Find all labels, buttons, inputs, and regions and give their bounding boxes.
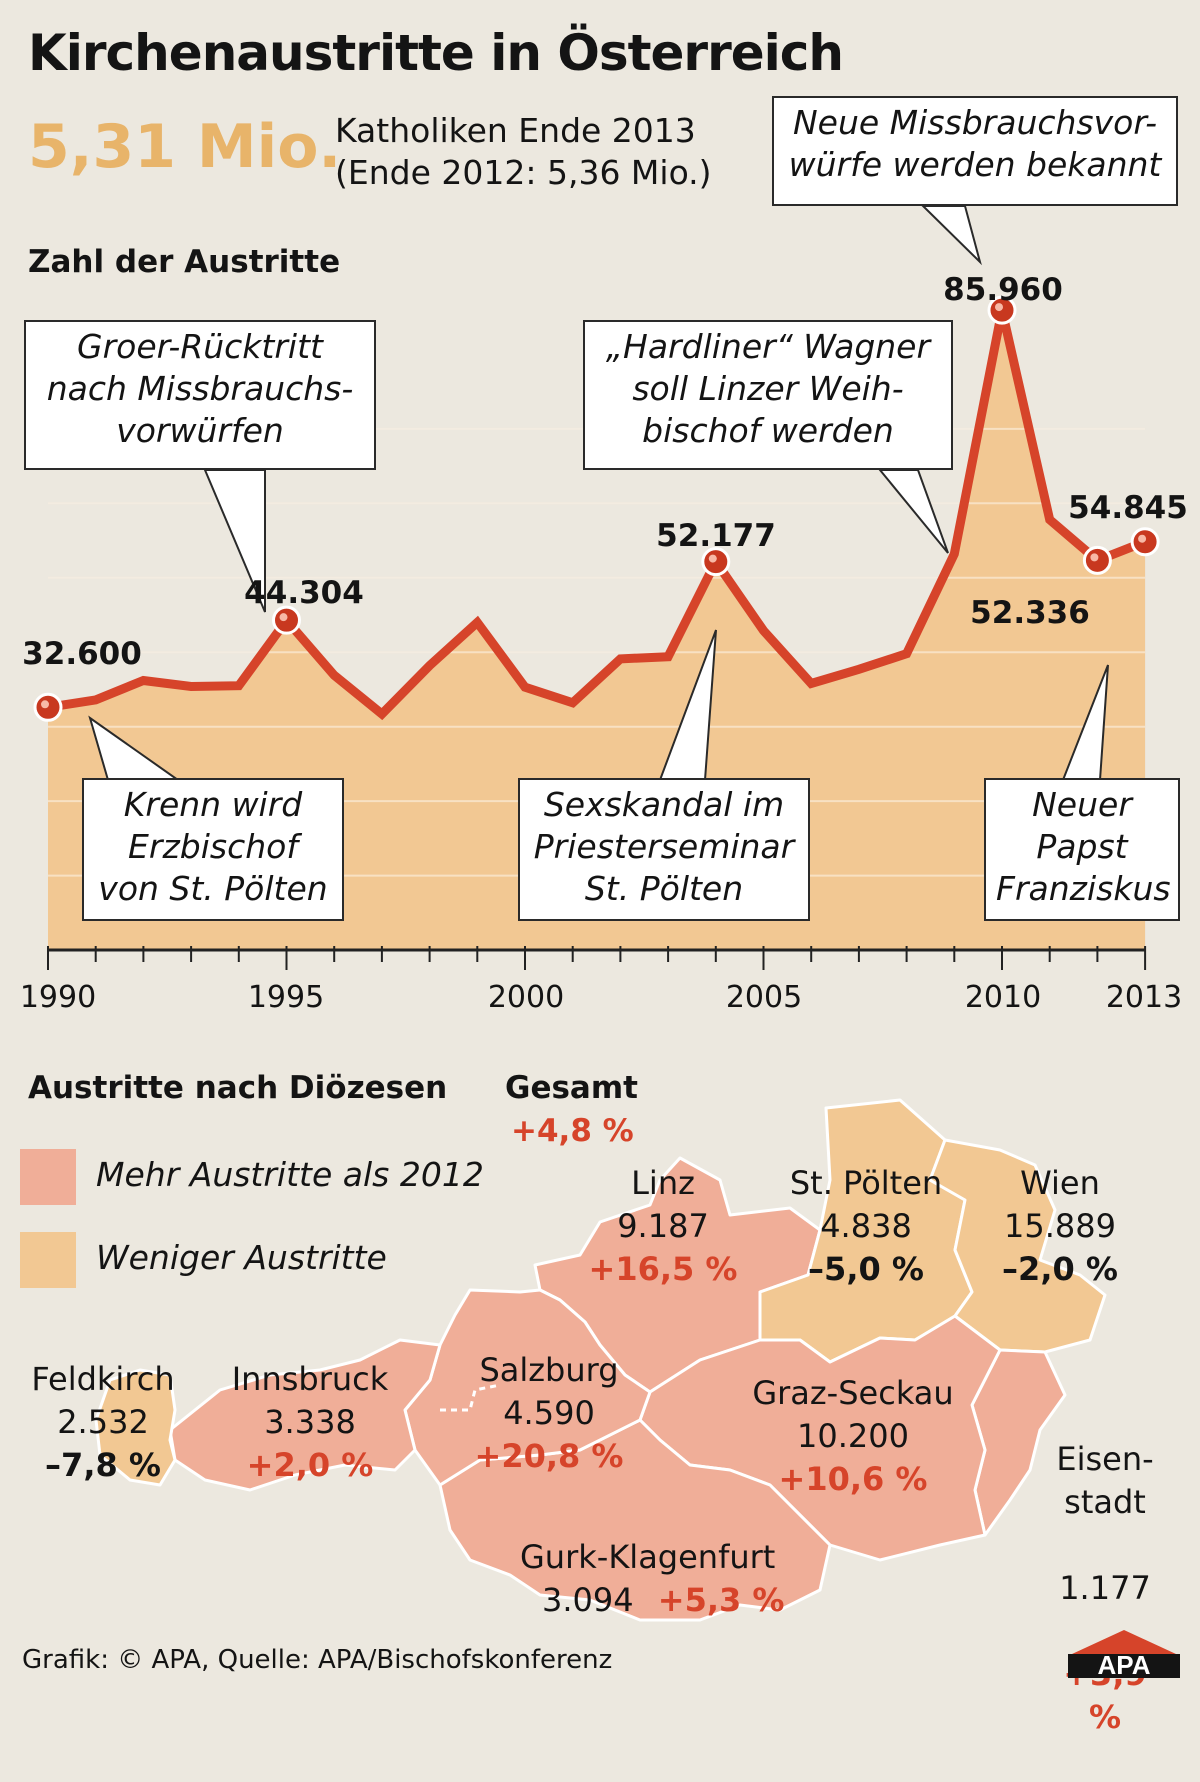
legend-swatch-more <box>20 1149 76 1205</box>
diocese-change: +20,8 % <box>474 1437 624 1475</box>
diocese-gurk-klagenfurt: Gurk-Klagenfurt 3.094 +5,3 % <box>520 1536 784 1622</box>
logo-text: APA <box>1098 1650 1151 1678</box>
point-marker-highlight <box>1138 534 1147 543</box>
data-line <box>43 309 1150 721</box>
catholics-count: 5,31 Mio. <box>28 112 342 182</box>
callout-pointer <box>920 205 982 266</box>
salzburg-border-dashed <box>440 1383 501 1412</box>
diocese-value: 3.338 <box>264 1403 356 1441</box>
callout-wagner: „Hardliner“ Wagner soll Linzer Weih- bis… <box>583 320 953 470</box>
total-change: +4,8 % <box>511 1113 634 1149</box>
legend-swatch-less <box>20 1232 76 1288</box>
total-label: Gesamt <box>505 1070 638 1106</box>
legend-label-more: Mehr Austritte als 2012 <box>96 1155 484 1194</box>
diocese-linz: Linz 9.187 +16,5 % <box>589 1162 738 1291</box>
callout-krenn: Krenn wird Erzbischof von St. Pölten <box>82 778 344 921</box>
point-marker-2013 <box>1130 527 1160 557</box>
callout-pointer <box>203 469 266 613</box>
region-innsbruck <box>168 1338 442 1492</box>
x-tick-label-1995: 1995 <box>247 980 325 1015</box>
diocese-name: Salzburg <box>479 1351 619 1389</box>
diocese-value: 2.532 <box>57 1403 149 1441</box>
point-marker-highlight <box>708 554 717 563</box>
catholics-caption: Katholiken Ende 2013 (Ende 2012: 5,36 Mi… <box>335 111 712 192</box>
diocese-name: Linz <box>631 1164 695 1202</box>
footer-credit: Grafik: © APA, Quelle: APA/Bischofskonfe… <box>22 1645 613 1675</box>
page-title: Kirchenaustritte in Österreich <box>28 24 844 82</box>
diocese-change: –5,0 % <box>808 1250 924 1288</box>
point-marker-1990 <box>33 692 63 722</box>
austria-map <box>94 1098 1107 1622</box>
diocese-eisenstadt: Eisen- stadt 1.177 +3,9 % <box>1056 1395 1153 1782</box>
diocese-value: 1.177 <box>1059 1569 1151 1607</box>
diocese-name: Innsbruck <box>231 1360 389 1398</box>
point-label-2012: 52.336 <box>970 595 1090 631</box>
point-marker-1995 <box>272 605 301 635</box>
point-markers <box>33 295 1160 722</box>
diocese-st-poelten: St. Pölten 4.838 –5,0 % <box>790 1162 942 1291</box>
region-wien <box>928 1138 1107 1354</box>
point-marker-2004 <box>701 547 731 577</box>
point-label-2013: 54.845 <box>1068 490 1188 526</box>
callout-franziskus: Neuer Papst Franziskus <box>984 778 1180 921</box>
diocese-value: 4.838 <box>820 1207 912 1245</box>
point-marker-2010 <box>987 295 1017 325</box>
map-title: Austritte nach Diözesen <box>28 1070 448 1106</box>
point-marker-highlight <box>279 613 288 622</box>
legend-label-less: Weniger Austritte <box>96 1238 387 1277</box>
diocese-salzburg: Salzburg 4.590 +20,8 % <box>475 1349 624 1478</box>
point-marker-highlight <box>41 700 49 709</box>
callout-pointers <box>88 205 1109 781</box>
diocese-change: +2,0 % <box>246 1446 374 1484</box>
diocese-value: 4.590 <box>503 1394 595 1432</box>
diocese-change: +10,6 % <box>778 1460 928 1498</box>
diocese-change: –2,0 % <box>1002 1250 1118 1288</box>
point-marker-2012 <box>1082 545 1112 575</box>
diocese-change: –7,8 % <box>45 1446 161 1484</box>
point-label-2010: 85.960 <box>943 272 1063 308</box>
point-label-2004: 52.177 <box>656 518 776 554</box>
diocese-innsbruck: Innsbruck 3.338 +2,0 % <box>232 1358 389 1487</box>
diocese-name: Gurk-Klagenfurt <box>520 1538 776 1576</box>
diocese-name: Eisen- stadt <box>1056 1440 1154 1521</box>
diocese-value: 9.187 <box>617 1207 709 1245</box>
diocese-feldkirch: Feldkirch 2.532 –7,8 % <box>31 1358 174 1487</box>
x-tick-label-2010: 2010 <box>964 980 1042 1015</box>
region-feldkirch <box>94 1368 177 1487</box>
x-ticks <box>47 946 1147 970</box>
apa-logo: APA <box>1068 1630 1180 1678</box>
diocese-value: 3.094 <box>542 1581 634 1619</box>
callout-missbrauch: Neue Missbrauchsvor- würfe werden bekann… <box>772 96 1178 206</box>
x-tick-label-1990: 1990 <box>19 980 97 1015</box>
diocese-change: +5,3 % <box>657 1581 785 1619</box>
point-label-1990: 32.600 <box>22 636 142 672</box>
x-tick-label-2013: 2013 <box>1105 980 1183 1015</box>
diocese-wien: Wien 15.889 –2,0 % <box>1002 1162 1118 1291</box>
diocese-graz-seckau: Graz-Seckau 10.200 +10,6 % <box>752 1372 953 1501</box>
chart-title: Zahl der Austritte <box>28 244 341 280</box>
point-label-1995: 44.304 <box>244 575 364 611</box>
diocese-name: Graz-Seckau <box>752 1374 954 1412</box>
diocese-value: 15.889 <box>1004 1207 1116 1245</box>
diocese-name: Wien <box>1020 1164 1100 1202</box>
callout-groer: Groer-Rücktritt nach Missbrauchs- vorwür… <box>24 320 376 470</box>
diocese-change: +16,5 % <box>588 1250 738 1288</box>
x-tick-label-2005: 2005 <box>725 980 803 1015</box>
diocese-value: 10.200 <box>797 1417 909 1455</box>
point-marker-highlight <box>995 303 1003 312</box>
x-tick-label-2000: 2000 <box>487 980 565 1015</box>
callout-pointer <box>877 469 949 554</box>
point-marker-highlight <box>1090 553 1099 562</box>
diocese-name: St. Pölten <box>789 1164 943 1202</box>
callout-sexskandal: Sexskandal im Priesterseminar St. Pölten <box>518 778 810 921</box>
diocese-name: Feldkirch <box>31 1360 175 1398</box>
